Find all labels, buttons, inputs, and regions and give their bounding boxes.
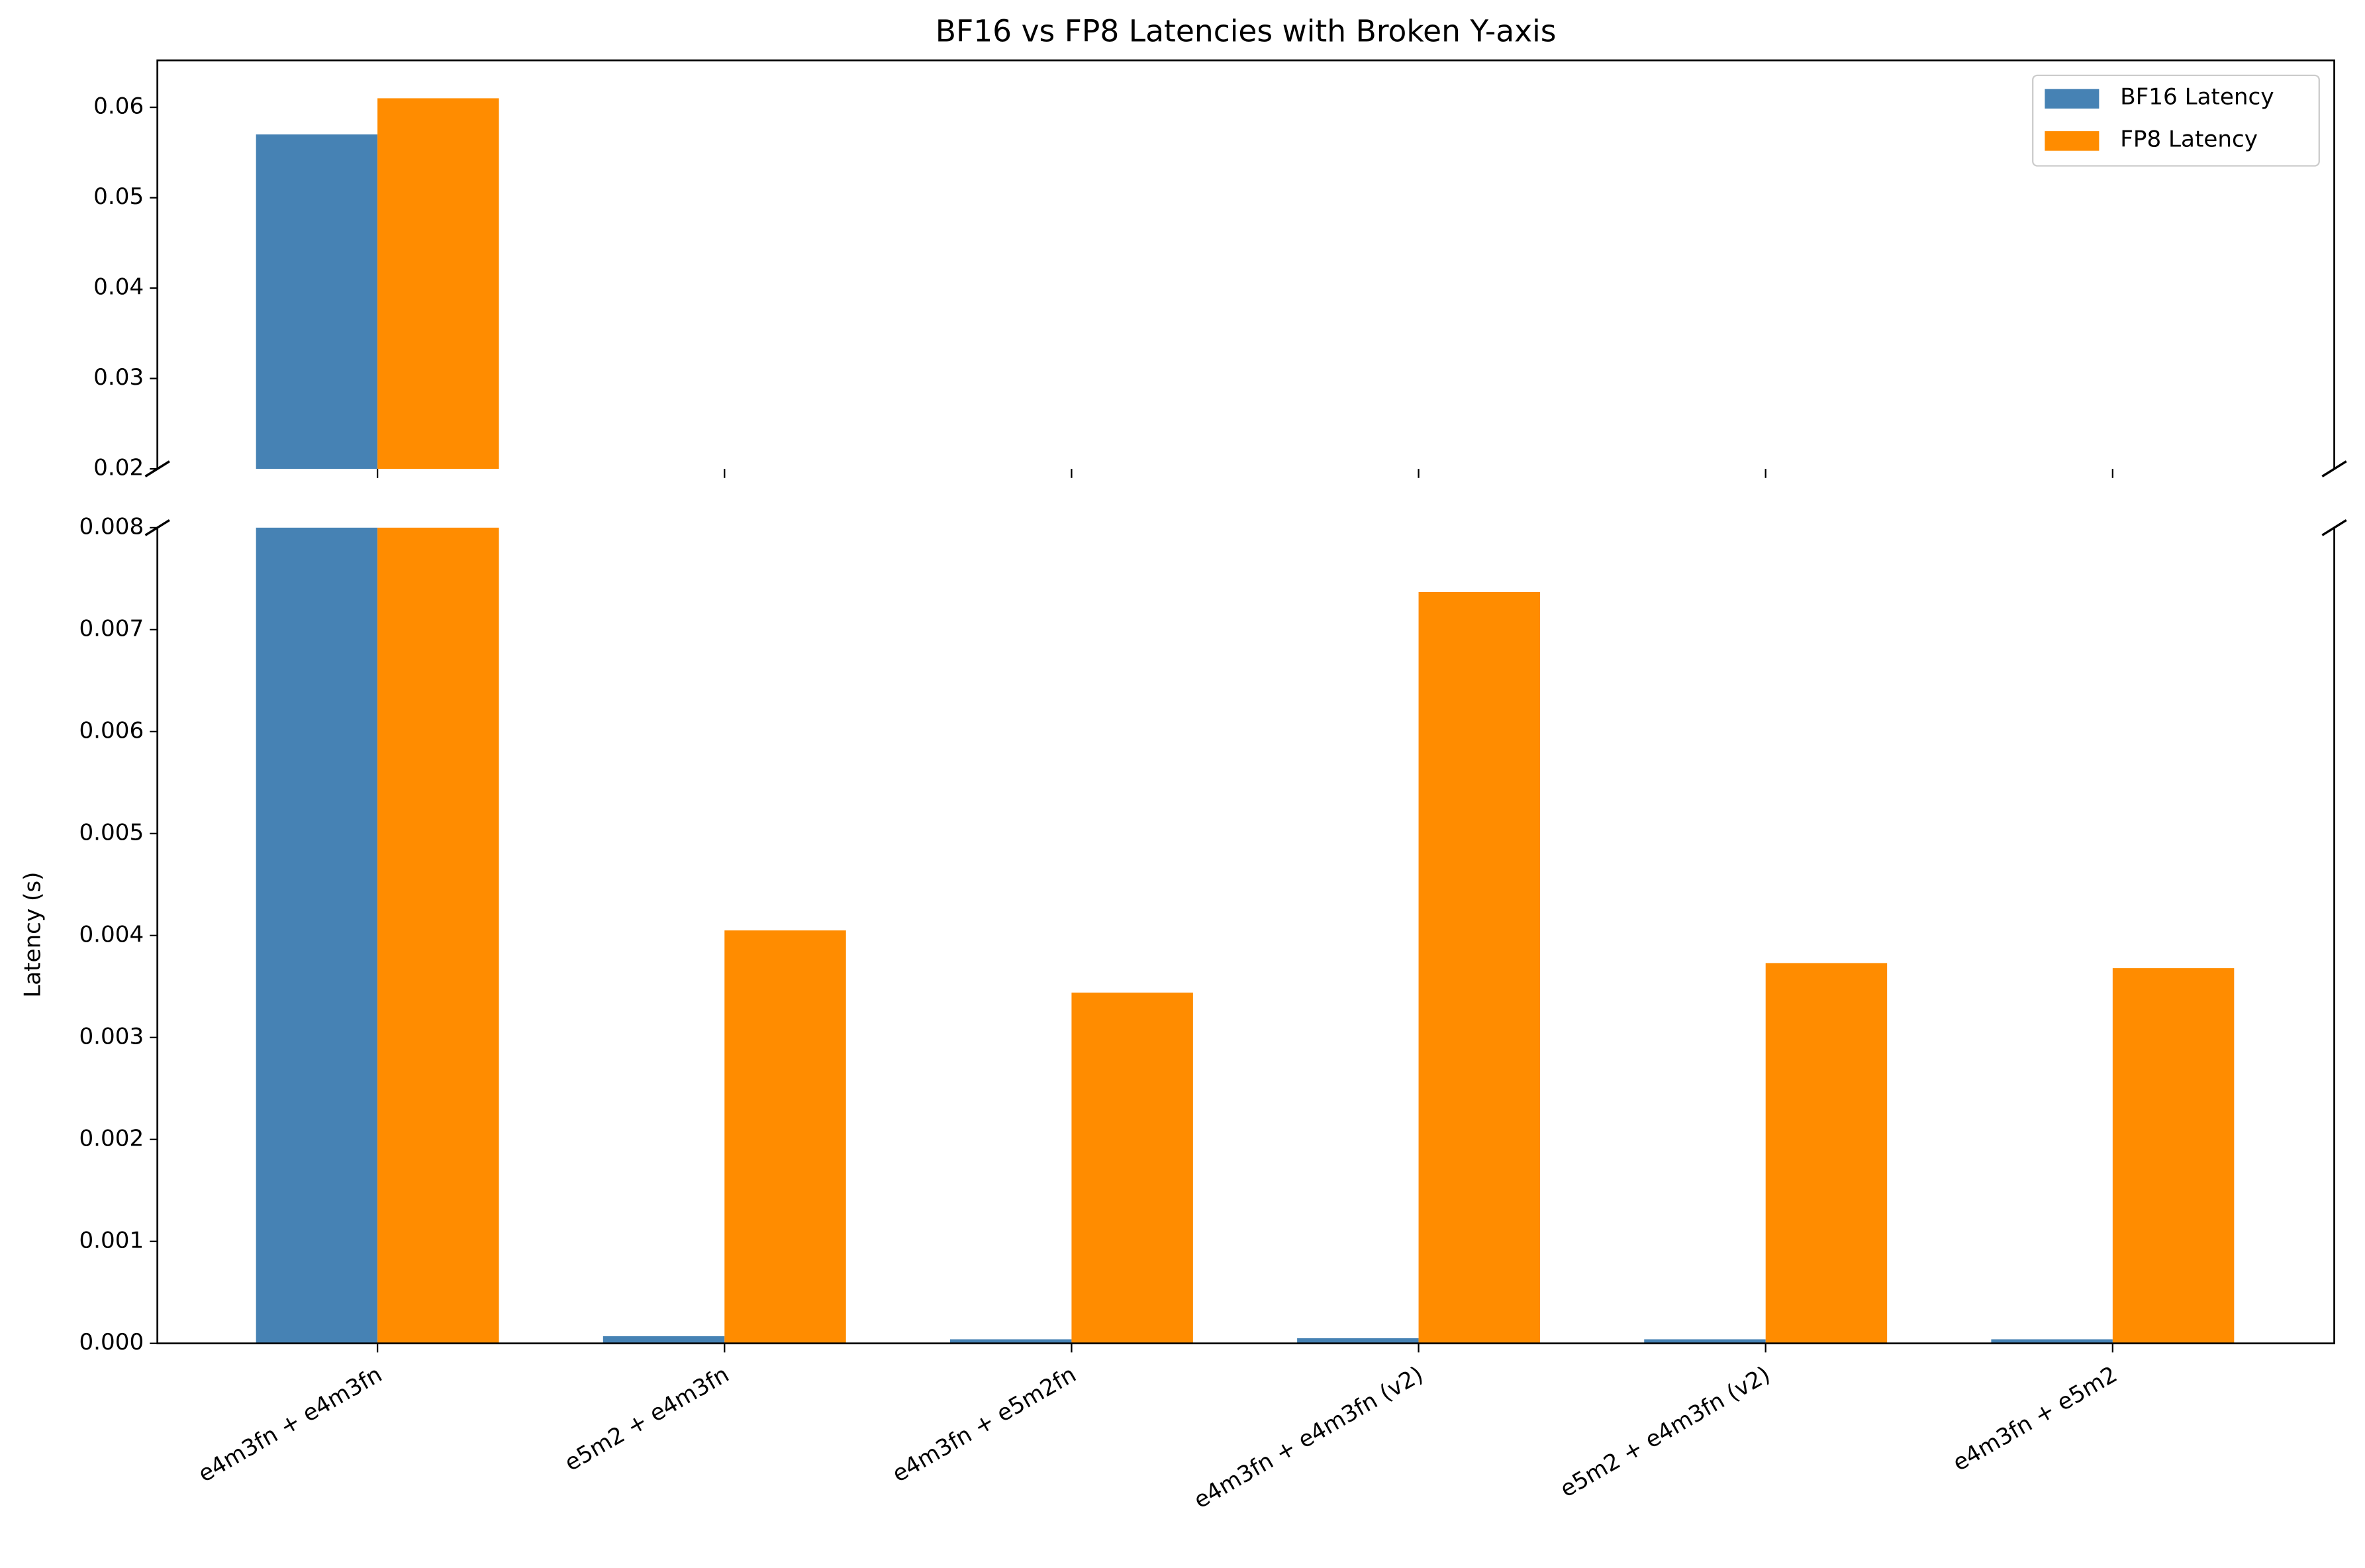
legend-swatch — [2045, 131, 2100, 151]
y-tick-label: 0.004 — [79, 921, 144, 948]
y-tick-label: 0.04 — [93, 274, 144, 301]
legend-label: BF16 Latency — [2120, 83, 2274, 110]
break-mark — [2321, 519, 2347, 536]
bar — [603, 1336, 725, 1344]
y-tick-label: 0.008 — [79, 513, 144, 540]
bar — [1297, 1338, 1419, 1344]
break-marks — [144, 460, 2347, 536]
bar — [1765, 963, 1888, 1344]
y-tick-label: 0.05 — [93, 183, 144, 210]
upper-bars — [256, 98, 499, 469]
x-tick-label: e4m3fn + e4m3fn — [194, 1361, 387, 1488]
bar — [377, 98, 499, 469]
bar — [377, 527, 499, 1344]
y-tick-label: 0.02 — [93, 455, 144, 481]
x-tick-label: e5m2 + e4m3fn — [560, 1361, 734, 1477]
bar — [724, 930, 846, 1344]
y-tick-label: 0.005 — [79, 819, 144, 846]
y-tick-label: 0.007 — [79, 615, 144, 642]
y-tick-label: 0.006 — [79, 717, 144, 744]
lower-bars — [256, 527, 2235, 1344]
y-tick-label: 0.03 — [93, 364, 144, 391]
bar — [1418, 591, 1541, 1344]
legend-swatch — [2045, 89, 2100, 109]
y-tick-label: 0.003 — [79, 1023, 144, 1050]
x-tick-label: e4m3fn + e5m2 — [1949, 1361, 2122, 1477]
bar — [1991, 1339, 2113, 1344]
bar — [256, 527, 378, 1344]
chart-title: BF16 vs FP8 Latencies with Broken Y-axis — [936, 14, 1557, 49]
upper-spines — [156, 59, 2335, 469]
legend-label: FP8 Latency — [2120, 126, 2258, 152]
y-axis-label: Latency (s) — [19, 872, 46, 998]
legend: BF16 Latency FP8 Latency — [2032, 74, 2320, 167]
bar — [2112, 968, 2235, 1344]
y-tick-label: 0.002 — [79, 1125, 144, 1152]
y-tick-label: 0.06 — [93, 93, 144, 120]
legend-box — [2032, 74, 2320, 167]
y-tick-label: 0.000 — [79, 1329, 144, 1355]
x-tick-label: e4m3fn + e5m2fn — [888, 1361, 1081, 1488]
break-mark — [2321, 460, 2347, 477]
y-tick-label: 0.001 — [79, 1227, 144, 1253]
bar — [256, 134, 378, 469]
bar — [1071, 993, 1193, 1344]
x-tick-label: e5m2 + e4m3fn (v2) — [1556, 1361, 1775, 1503]
x-tick-label: e4m3fn + e4m3fn (v2) — [1189, 1361, 1427, 1514]
bar — [949, 1339, 1072, 1344]
bar — [1644, 1339, 1766, 1344]
